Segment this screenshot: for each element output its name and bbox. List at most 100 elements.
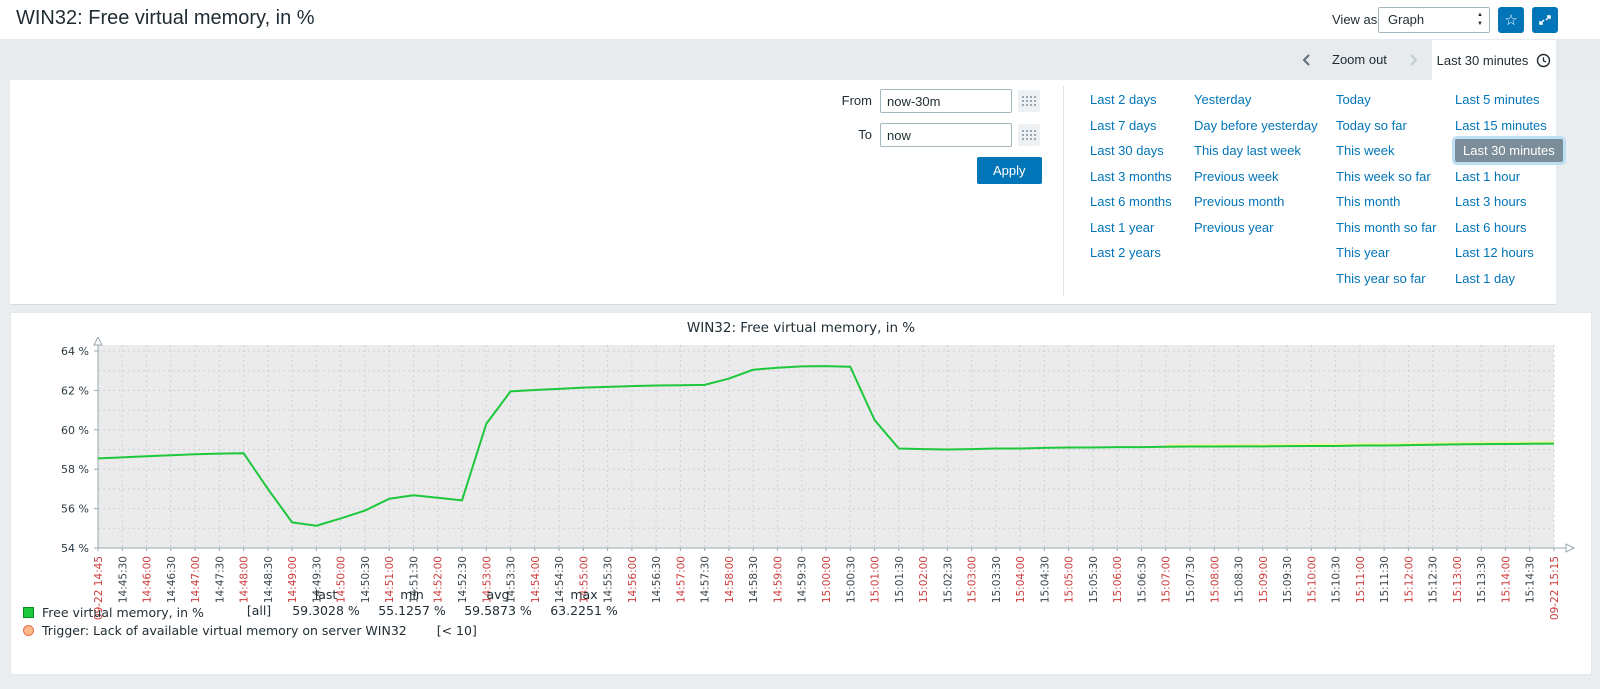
quick-range-item: Last 1 year [1090,221,1194,234]
svg-text:14:59:30: 14:59:30 [797,556,809,603]
quick-range-link[interactable]: Last 1 hour [1455,168,1521,184]
graph-title: WIN32: Free virtual memory, in % [686,320,916,336]
svg-text:14:47:00: 14:47:00 [190,556,202,603]
max-band-line [1165,441,1555,446]
quick-range-column: Today Today so far This week This week so f… [1336,93,1455,297]
svg-text:15:12:00: 15:12:00 [1403,556,1415,603]
quick-range-item: This week so far [1336,170,1455,183]
quick-range-link[interactable]: Previous year [1194,219,1274,235]
quick-range-link[interactable]: Last 6 hours [1455,219,1527,235]
from-input[interactable] [880,89,1012,113]
quick-range-link[interactable]: Day before yesterday [1194,117,1318,133]
quick-range-link[interactable]: Yesterday [1194,92,1252,107]
quick-range-item: Last 1 hour [1455,170,1565,183]
svg-text:14:56:30: 14:56:30 [651,556,663,603]
quick-range-link[interactable]: Last 2 days [1090,92,1157,107]
apply-button[interactable]: Apply [977,157,1042,184]
quick-range-link[interactable]: Previous month [1194,194,1285,209]
quick-range-link[interactable]: Last 30 days [1090,143,1164,158]
quick-range-link[interactable]: Last 2 years [1090,245,1161,260]
svg-text:14:57:00: 14:57:00 [675,556,687,603]
quick-range-link[interactable]: Last 7 days [1090,117,1157,133]
time-back-button[interactable] [1300,53,1314,67]
to-input[interactable] [880,123,1012,147]
svg-text:15:02:30: 15:02:30 [942,556,954,603]
svg-text:14:52:30: 14:52:30 [457,556,469,603]
quick-range-item: Last 30 minutes [1455,139,1565,162]
svg-text:15:03:00: 15:03:00 [967,556,979,603]
svg-text:15:14:30: 15:14:30 [1525,556,1537,603]
svg-text:15:05:30: 15:05:30 [1088,556,1100,603]
quick-range-link[interactable]: Last 3 hours [1455,194,1527,209]
svg-text:15:06:30: 15:06:30 [1136,556,1148,603]
svg-text:15:12:30: 15:12:30 [1428,556,1440,603]
view-as-select[interactable]: Graph ▲ ▼ [1378,7,1490,33]
zoom-out-button[interactable]: Zoom out [1332,52,1387,67]
quick-range-item: Last 5 minutes [1455,93,1565,106]
quick-range-link[interactable]: This month so far [1336,219,1437,235]
quick-range-item: This month so far [1336,221,1455,234]
svg-text:14:56:00: 14:56:00 [627,556,639,603]
quick-range-link[interactable]: Last 3 months [1090,168,1172,184]
quick-range-item: Last 2 years [1090,246,1194,259]
x-axis-arrow [1565,543,1576,553]
graph-canvas[interactable]: 54 % 56 % 58 % 60 % 62 % 64 % 09-22 14:45 14:45… [11,337,1589,633]
quick-range-item: Today [1336,93,1455,106]
svg-text:15:10:30: 15:10:30 [1331,556,1343,603]
time-forward-button[interactable] [1406,53,1420,67]
quick-range-link[interactable]: Last 12 hours [1455,245,1534,260]
svg-text:15:10:00: 15:10:00 [1306,556,1318,603]
quick-range-link[interactable]: Last 5 minutes [1455,92,1540,107]
svg-text:14:48:30: 14:48:30 [263,556,275,603]
stat-last: 59.3028 % [292,603,360,618]
quick-range-link[interactable]: Today so far [1336,117,1407,133]
quick-range-item: This week [1336,144,1455,157]
svg-text:14:58:00: 14:58:00 [724,556,736,603]
svg-text:14:54:30: 14:54:30 [554,556,566,603]
time-range-tab[interactable]: Last 30 minutes [1432,40,1556,80]
quick-range-item: This day last week [1194,144,1336,157]
legend-header-last: last [314,587,338,602]
svg-text:15:09:30: 15:09:30 [1282,556,1294,603]
trigger-severity-icon [23,625,34,636]
quick-range-link[interactable]: This day last week [1194,143,1301,158]
x-axis-labels: 09-22 14:45 14:45:30 14:46:00 14:46:30 14:47… [93,548,1561,620]
quick-range-column: Last 5 minutes Last 15 minutes Last 30 min… [1455,93,1565,297]
to-calendar-button[interactable] [1018,124,1040,146]
quick-range-item: Last 6 hours [1455,221,1565,234]
trigger-legend-row: Trigger: Lack of available virtual memor… [23,623,1591,638]
fullscreen-button[interactable] [1532,7,1558,33]
svg-text:14:50:00: 14:50:00 [336,556,348,603]
svg-text:14:59:00: 14:59:00 [772,556,784,603]
quick-range-link[interactable]: Last 30 minutes [1455,139,1563,162]
svg-text:14:46:30: 14:46:30 [166,556,178,603]
svg-text:15:01:00: 15:01:00 [870,556,882,603]
quick-range-link[interactable]: This week [1336,143,1395,158]
quick-range-link[interactable]: Last 1 year [1090,219,1155,235]
quick-range-link[interactable]: Previous week [1194,168,1279,184]
svg-text:15:06:00: 15:06:00 [1112,556,1124,603]
svg-text:15:14:00: 15:14:00 [1500,556,1512,603]
quick-range-item: Last 3 months [1090,170,1194,183]
trigger-condition: [< 10] [436,623,477,638]
quick-range-link[interactable]: Last 1 day [1455,270,1515,286]
svg-text:15:01:30: 15:01:30 [894,556,906,603]
quick-range-item: Last 1 day [1455,272,1565,285]
svg-text:14:55:00: 14:55:00 [578,556,590,603]
quick-range-item: Last 6 months [1090,195,1194,208]
quick-range-link[interactable]: Last 6 months [1090,194,1172,209]
svg-text:15:05:00: 15:05:00 [1064,556,1076,603]
svg-text:15:11:30: 15:11:30 [1379,556,1391,603]
quick-range-link[interactable]: This week so far [1336,168,1431,184]
from-calendar-button[interactable] [1018,90,1040,112]
quick-range-link[interactable]: Last 15 minutes [1455,117,1547,133]
quick-range-link[interactable]: This month [1336,194,1401,209]
svg-text:64 %: 64 % [61,345,89,358]
svg-text:14:45:30: 14:45:30 [117,556,129,603]
favorite-button[interactable]: ☆ [1498,7,1524,33]
quick-range-link[interactable]: This year [1336,245,1390,260]
quick-range-item: Today so far [1336,119,1455,132]
legend-header-max: max [570,587,598,602]
quick-range-link[interactable]: Today [1336,92,1371,107]
quick-range-link[interactable]: This year so far [1336,270,1426,286]
